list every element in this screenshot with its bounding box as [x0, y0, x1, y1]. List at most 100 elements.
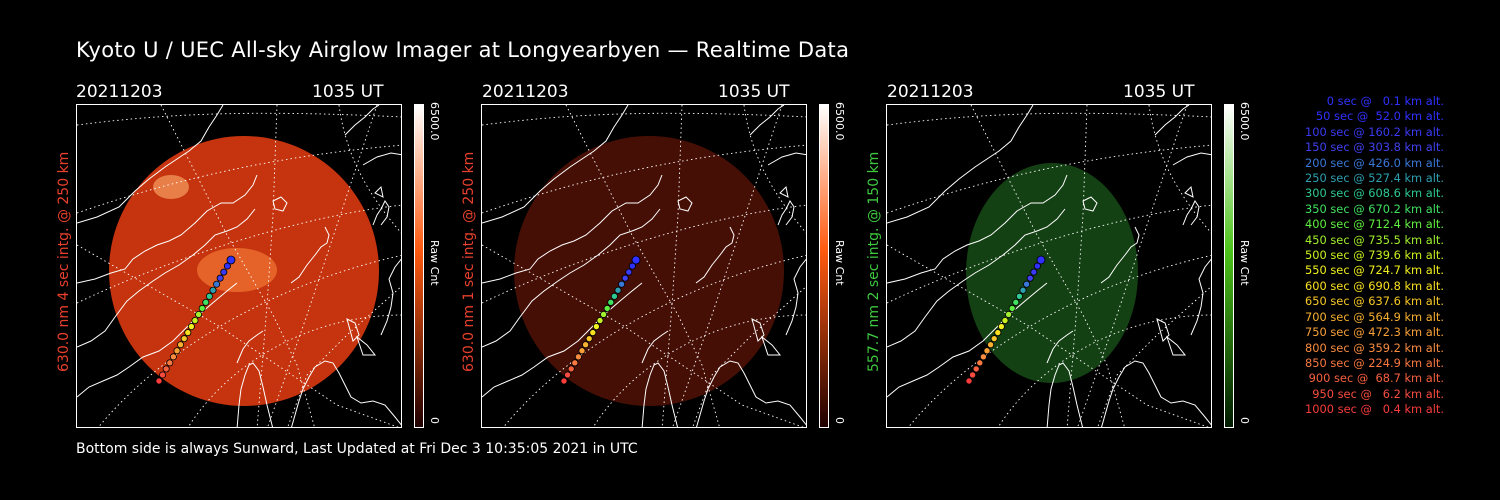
trajectory-point	[1036, 255, 1046, 265]
grid-line	[565, 105, 720, 427]
panel-2-allsky-image	[481, 104, 807, 428]
panel-1-allsky-image	[76, 104, 402, 428]
coastline	[751, 318, 765, 342]
coastline	[1172, 152, 1211, 166]
grid-line	[482, 112, 806, 126]
panel-3-date: 20211203	[887, 82, 974, 102]
trajectory-point	[965, 377, 973, 385]
grid-line	[503, 255, 806, 427]
coastline	[696, 360, 806, 427]
grid-line	[267, 105, 378, 427]
grid-line	[482, 144, 806, 214]
trajectory-point	[582, 341, 590, 349]
coastline	[641, 362, 679, 427]
coastline	[236, 362, 274, 427]
trajectory-point	[574, 353, 582, 361]
trajectory-point	[198, 304, 206, 312]
coastline	[77, 105, 224, 224]
coastline	[374, 185, 384, 198]
legend-item: 300 sec @ 608.6 km alt.	[1305, 186, 1444, 201]
trajectory-point	[1019, 286, 1027, 294]
panel-3-allsky-image	[886, 104, 1212, 428]
trajectory-point	[987, 341, 995, 349]
coastline	[1082, 196, 1098, 212]
coastline	[380, 258, 401, 336]
coastline	[1154, 105, 1190, 136]
grid-line	[1148, 105, 1211, 234]
coastline	[779, 185, 789, 198]
panel-1-colorbar-max: 6500.0	[428, 102, 441, 141]
coastline	[887, 174, 1068, 284]
grid-line	[887, 112, 1211, 126]
trajectory-point	[990, 335, 998, 343]
grid-line	[256, 105, 278, 427]
coastline	[887, 105, 1034, 224]
coastline	[749, 105, 785, 136]
trajectory-point	[223, 262, 231, 270]
coastline	[1046, 330, 1074, 364]
coastline	[482, 208, 661, 348]
airglow-image-disk	[514, 136, 784, 406]
grid-line	[160, 105, 315, 427]
trajectory-point	[625, 268, 633, 276]
legend-item: 750 sec @ 472.3 km alt.	[1305, 325, 1444, 340]
trajectory-point	[226, 255, 236, 265]
coastline	[362, 152, 401, 166]
panel-3-colorbar-min: 0	[1238, 417, 1251, 424]
trajectory-point	[209, 286, 217, 294]
legend-item: 400 sec @ 712.4 km alt.	[1305, 217, 1444, 232]
legend-item: 100 sec @ 160.2 km alt.	[1305, 124, 1444, 139]
trajectory-legend: 0 sec @ 0.1 km alt. 50 sec @ 52.0 km alt…	[1262, 94, 1444, 418]
bright-patch	[197, 248, 277, 292]
trajectory-point	[578, 347, 586, 355]
trajectory-point	[969, 371, 977, 379]
trajectory-point	[1026, 274, 1034, 282]
trajectory-point	[976, 359, 984, 367]
grid-line	[98, 255, 401, 427]
panel-1-side-label: 630.0 nm 4 sec intg. @ 250 km	[56, 151, 72, 372]
trajectory-point	[1008, 304, 1016, 312]
trajectory-point	[983, 347, 991, 355]
coastline	[677, 196, 693, 212]
panel-3-side-label: 557.7 nm 2 sec intg. @ 150 km	[866, 151, 882, 372]
legend-item: 50 sec @ 52.0 km alt.	[1315, 109, 1444, 124]
coastline	[77, 282, 238, 398]
coastline	[777, 200, 795, 226]
trajectory-point	[603, 304, 611, 312]
trajectory-point	[1015, 292, 1023, 300]
trajectory-point	[585, 335, 593, 343]
legend-item: 650 sec @ 637.6 km alt.	[1305, 294, 1444, 309]
coastline	[346, 318, 360, 342]
grid-line	[887, 204, 1211, 304]
grid-line	[887, 144, 1211, 214]
trajectory-point	[997, 323, 1005, 331]
coastline	[887, 208, 1066, 348]
trajectory-point	[187, 323, 195, 331]
map-plot	[482, 105, 806, 427]
panel-2-side-label: 630.0 nm 1 sec intg. @ 250 km	[461, 151, 477, 372]
coastline	[887, 282, 1048, 398]
grid-line	[77, 204, 401, 304]
trajectory-point	[1030, 268, 1038, 276]
trajectory-point	[202, 298, 210, 306]
legend-item: 1000 sec @ 0.4 km alt.	[1305, 402, 1444, 417]
coastline	[482, 105, 629, 224]
legend-item: 350 sec @ 670.2 km alt.	[1305, 201, 1444, 216]
trajectory-point	[220, 268, 228, 276]
panel-2-date: 20211203	[482, 82, 569, 102]
panel-3-time: 1035 UT	[1123, 82, 1195, 102]
coastline	[236, 330, 264, 364]
legend-item: 0 sec @ 0.1 km alt.	[1326, 94, 1444, 108]
trajectory-point	[180, 335, 188, 343]
panel-2-colorbar-min: 0	[833, 417, 846, 424]
trajectory-point	[592, 323, 600, 331]
trajectory-point	[589, 329, 597, 337]
panel-2-colorbar	[819, 104, 829, 428]
grid-line	[1077, 105, 1188, 427]
coastline	[372, 200, 390, 226]
trajectory-point	[173, 347, 181, 355]
trajectory-point	[177, 341, 185, 349]
trajectory-point	[571, 359, 579, 367]
trajectory-point	[596, 316, 604, 324]
coastline	[785, 258, 806, 336]
